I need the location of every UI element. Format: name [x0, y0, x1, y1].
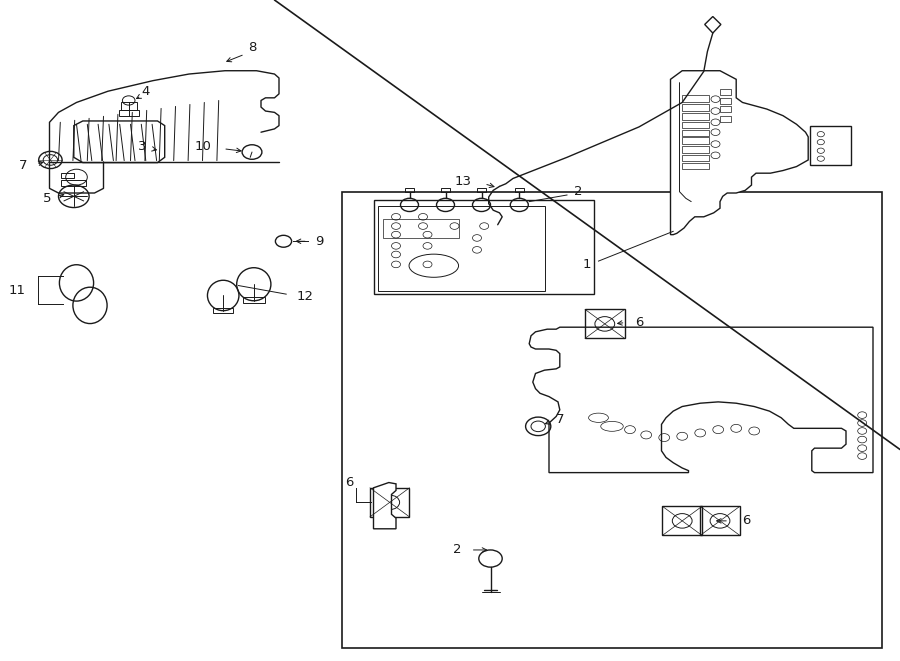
Bar: [441, 188, 450, 192]
Bar: [243, 297, 265, 303]
Bar: [810, 126, 850, 165]
Bar: [720, 89, 731, 95]
Text: 13: 13: [454, 175, 472, 188]
Text: 12: 12: [297, 290, 314, 303]
Text: 5: 5: [42, 192, 51, 205]
Bar: [370, 488, 410, 517]
Bar: [119, 110, 139, 116]
Polygon shape: [529, 327, 873, 473]
Text: 2: 2: [573, 185, 582, 198]
Bar: [682, 95, 709, 102]
Bar: [682, 155, 709, 161]
Text: 10: 10: [194, 140, 212, 153]
Bar: [700, 506, 740, 535]
Text: 11: 11: [8, 284, 25, 297]
Bar: [682, 130, 709, 136]
Text: 1: 1: [582, 258, 591, 271]
Bar: [682, 137, 709, 144]
Bar: [61, 173, 74, 178]
Bar: [682, 113, 709, 120]
Bar: [382, 219, 459, 238]
Text: 9: 9: [315, 235, 324, 248]
Text: 4: 4: [141, 85, 150, 98]
Polygon shape: [374, 483, 396, 529]
Bar: [720, 98, 731, 104]
Text: 3: 3: [139, 140, 147, 153]
Bar: [213, 308, 233, 313]
Text: 2: 2: [453, 543, 462, 557]
Bar: [682, 146, 709, 153]
Bar: [682, 104, 709, 111]
Text: 8: 8: [248, 41, 256, 54]
Bar: [585, 309, 625, 338]
Bar: [61, 180, 86, 186]
Bar: [662, 506, 702, 535]
Polygon shape: [670, 71, 808, 235]
Bar: [515, 188, 524, 192]
Bar: [682, 122, 709, 128]
Polygon shape: [374, 200, 594, 294]
Text: 6: 6: [634, 316, 644, 329]
Bar: [720, 116, 731, 122]
Bar: [342, 192, 882, 648]
Bar: [405, 188, 414, 192]
Bar: [682, 163, 709, 169]
Text: 6: 6: [345, 476, 354, 489]
Text: 7: 7: [555, 412, 564, 426]
Bar: [720, 106, 731, 112]
Text: 6: 6: [742, 514, 751, 527]
Bar: [477, 188, 486, 192]
Text: 7: 7: [19, 159, 27, 172]
Bar: [121, 102, 137, 110]
